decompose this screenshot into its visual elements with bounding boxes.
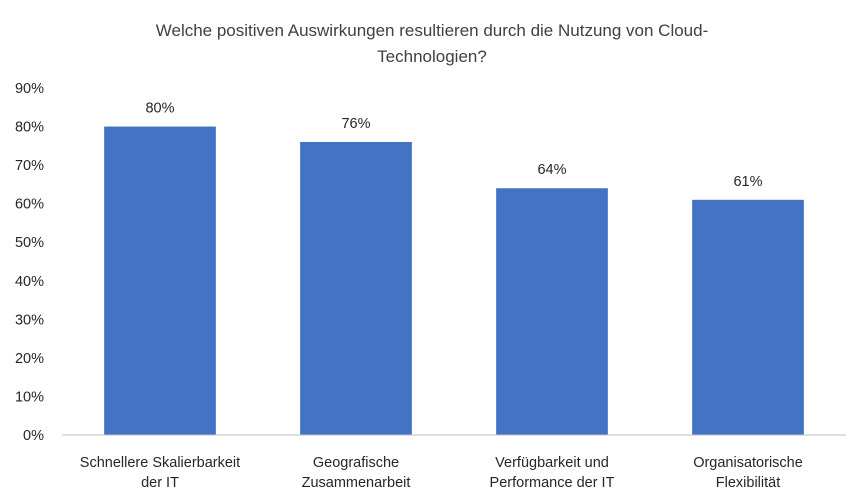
x-category-label-line: der IT <box>141 475 179 491</box>
y-axis: 0% 10% 20% 30% 40% 50% 60% 70% 80% 90% <box>15 81 44 444</box>
y-tick-label: 50% <box>15 235 44 251</box>
y-tick-label: 70% <box>15 158 44 174</box>
y-tick-label: 20% <box>15 351 44 367</box>
data-label: 80% <box>145 101 174 117</box>
bar <box>692 199 804 435</box>
x-category-label-line: Schnellere Skalierbarkeit <box>80 455 240 471</box>
y-tick-label: 30% <box>15 312 44 328</box>
bars <box>104 126 804 436</box>
y-tick-label: 40% <box>15 274 44 290</box>
y-tick-label: 60% <box>15 197 44 213</box>
chart-title-line-2: Technologien? <box>377 47 487 66</box>
y-tick-label: 80% <box>15 120 44 136</box>
data-label: 61% <box>733 174 762 190</box>
x-category-label: Schnellere Skalierbarkeit der IT <box>80 455 240 491</box>
x-category-label-line: Organisatorische <box>693 455 803 471</box>
x-category-label-line: Geografische <box>313 455 399 471</box>
x-category-label: Geografische Zusammenarbeit <box>302 455 411 491</box>
chart-title-line-1: Welche positiven Auswirkungen resultiere… <box>156 21 709 40</box>
data-label: 64% <box>537 162 566 178</box>
x-category-label-line: Flexibilität <box>716 475 780 491</box>
y-tick-label: 0% <box>23 428 44 444</box>
data-label: 76% <box>341 116 370 132</box>
y-tick-label: 10% <box>15 389 44 405</box>
bar <box>496 188 608 435</box>
bar <box>300 141 412 435</box>
x-axis: Schnellere Skalierbarkeit der IT Geografis… <box>80 455 803 491</box>
x-category-label: Verfügbarkeit und Performance der IT <box>490 455 615 491</box>
bar <box>104 126 216 436</box>
x-category-label: Organisatorische Flexibilität <box>693 455 803 491</box>
x-category-label-line: Verfügbarkeit und <box>495 455 609 471</box>
x-category-label-line: Performance der IT <box>490 475 615 491</box>
chart-title: Welche positiven Auswirkungen resultiere… <box>156 21 709 66</box>
y-tick-label: 90% <box>15 81 44 97</box>
data-labels: 80% 76% 64% 61% <box>145 101 762 190</box>
x-category-label-line: Zusammenarbeit <box>302 475 411 491</box>
